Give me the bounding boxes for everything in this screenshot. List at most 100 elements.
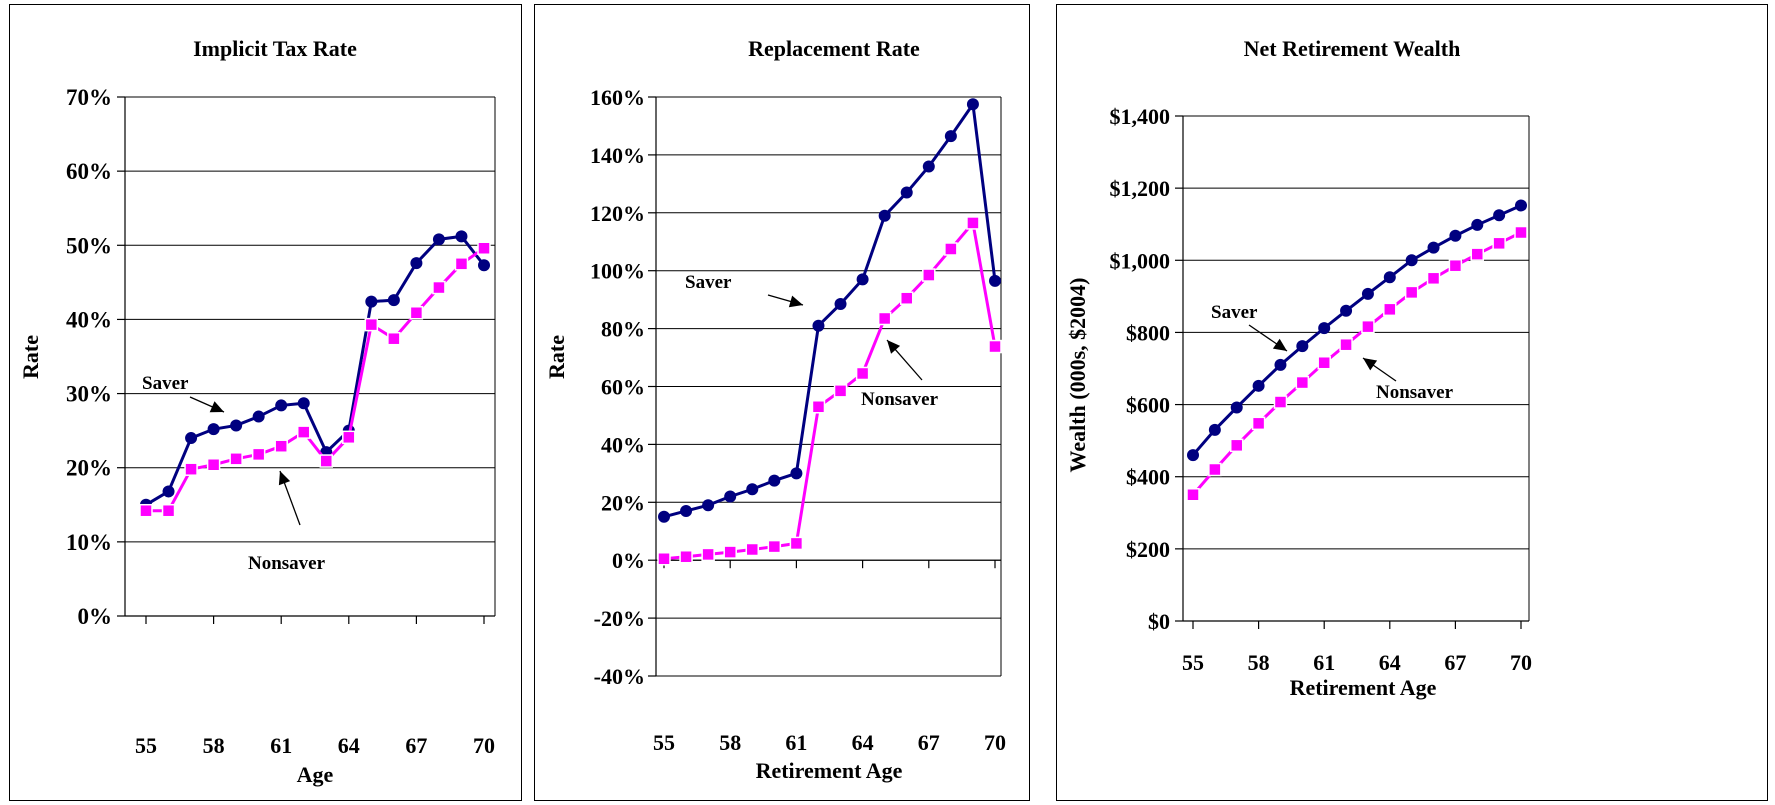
series-line-saver xyxy=(663,100,997,519)
x-tick-label: 70 xyxy=(473,733,495,758)
annotation-label-nonsaver: Nonsaver xyxy=(248,553,326,574)
data-point-saver xyxy=(856,273,869,286)
data-point-saver xyxy=(1340,304,1353,317)
data-point-saver xyxy=(724,490,737,503)
data-point-saver xyxy=(252,410,265,423)
x-axis-title: Retirement Age xyxy=(1290,675,1437,700)
data-point-saver xyxy=(680,504,693,517)
data-point-inner-nonsaver xyxy=(1190,491,1196,498)
y-tick-label: 140% xyxy=(590,143,645,168)
chart-title: Net Retirement Wealth xyxy=(1244,36,1461,61)
data-point-saver xyxy=(966,98,979,111)
data-point-saver xyxy=(297,397,310,410)
data-point-saver xyxy=(834,297,847,310)
y-tick-label: $200 xyxy=(1126,537,1170,562)
data-point-inner-nonsaver xyxy=(345,434,352,441)
annotation-label-nonsaver: Nonsaver xyxy=(1376,382,1454,403)
data-point-inner-nonsaver xyxy=(727,549,734,556)
data-point-inner-nonsaver xyxy=(683,553,690,560)
x-tick-label: 55 xyxy=(653,730,675,755)
x-tick-label: 55 xyxy=(135,733,157,758)
data-point-inner-nonsaver xyxy=(1233,442,1240,449)
x-tick-label: 58 xyxy=(719,730,741,755)
data-point-saver xyxy=(1318,322,1331,335)
data-point-inner-nonsaver xyxy=(1518,229,1524,236)
data-point-inner-nonsaver xyxy=(1474,251,1481,258)
data-point-saver xyxy=(989,274,1001,287)
y-tick-label: 40% xyxy=(66,307,112,332)
data-point-saver xyxy=(1493,209,1506,222)
x-tick-label: 67 xyxy=(1444,650,1466,675)
chart-net-retirement-wealth: Net Retirement Wealth $0 $200 $400 $600 $800 $… xyxy=(1065,36,1532,700)
y-tick-label: $0 xyxy=(1148,609,1170,634)
chart-panel-net-retirement-wealth: Net Retirement Wealth $0 $200 $400 $600 $800 $… xyxy=(1056,4,1768,801)
data-point-inner-nonsaver xyxy=(1386,306,1393,313)
data-point-saver xyxy=(1471,218,1484,231)
data-point-inner-nonsaver xyxy=(661,555,667,562)
data-point-saver xyxy=(1361,287,1374,300)
series-line-nonsaver xyxy=(663,219,997,561)
data-point-inner-nonsaver xyxy=(1321,359,1328,366)
data-point-saver xyxy=(1427,241,1440,254)
y-tick-label: 50% xyxy=(66,233,112,258)
y-tick-label: 40% xyxy=(601,432,645,457)
data-point-saver xyxy=(432,233,445,246)
y-tick-label: 20% xyxy=(601,490,645,515)
y-tick-label: 100% xyxy=(590,259,645,284)
data-point-inner-nonsaver xyxy=(278,443,285,450)
data-point-inner-nonsaver xyxy=(255,451,262,458)
y-tick-label: $1,000 xyxy=(1110,248,1171,273)
chart-title: Implicit Tax Rate xyxy=(193,36,357,61)
data-point-inner-nonsaver xyxy=(815,403,822,410)
data-point-saver xyxy=(275,399,288,412)
data-point-inner-nonsaver xyxy=(1343,341,1350,348)
data-point-saver xyxy=(922,160,935,173)
y-tick-label: $800 xyxy=(1126,320,1170,345)
data-point-inner-nonsaver xyxy=(413,309,420,316)
y-axis-title: Wealth (000s, $2004) xyxy=(1065,278,1090,473)
data-point-saver xyxy=(185,432,198,445)
annotation-arrowhead xyxy=(278,471,291,486)
x-tick-label: 67 xyxy=(918,730,940,755)
data-point-inner-nonsaver xyxy=(1452,262,1459,269)
data-point-saver xyxy=(1515,199,1527,212)
series-line-nonsaver xyxy=(1191,231,1522,496)
data-point-saver xyxy=(455,230,468,243)
data-point-inner-nonsaver xyxy=(1299,379,1306,386)
data-point-inner-nonsaver xyxy=(992,343,998,350)
y-tick-label: 160% xyxy=(590,85,645,110)
data-point-inner-nonsaver xyxy=(1408,289,1415,296)
chart-implicit-tax-rate: Implicit Tax Rate 0% 10% 20% 30% 40% 50% 60% 70%… xyxy=(18,36,496,787)
y-tick-label: 120% xyxy=(590,201,645,226)
y-tick-label: $400 xyxy=(1126,465,1170,490)
series-line-saver xyxy=(1191,204,1522,457)
x-tick-label: 61 xyxy=(785,730,807,755)
data-point-inner-nonsaver xyxy=(859,370,866,377)
data-point-saver xyxy=(1208,423,1221,436)
annotation-label-saver: Saver xyxy=(685,272,732,293)
annotation-arrowhead xyxy=(887,340,901,354)
x-axis-title: Retirement Age xyxy=(756,758,903,783)
data-point-saver xyxy=(768,474,781,487)
data-point-saver xyxy=(365,295,378,308)
data-point-inner-nonsaver xyxy=(903,295,910,302)
x-axis-title: Age xyxy=(297,762,334,787)
x-tick-label: 70 xyxy=(984,730,1006,755)
y-tick-label: 10% xyxy=(66,530,112,555)
y-tick-label: $600 xyxy=(1126,393,1170,418)
data-point-saver xyxy=(812,319,825,332)
x-tick-label: 61 xyxy=(1313,650,1335,675)
y-tick-label: 0% xyxy=(78,604,113,629)
y-tick-label: 20% xyxy=(66,456,112,481)
y-tick-label: 30% xyxy=(66,382,112,407)
x-tick-label: 64 xyxy=(852,730,874,755)
annotation-arrowhead xyxy=(209,401,224,413)
data-point-saver xyxy=(746,483,759,496)
data-point-saver xyxy=(478,259,490,272)
data-point-inner-nonsaver xyxy=(705,551,712,558)
data-point-inner-nonsaver xyxy=(1430,275,1437,282)
data-point-inner-nonsaver xyxy=(390,335,397,342)
annotation-label-nonsaver: Nonsaver xyxy=(861,389,939,410)
y-tick-label: 0% xyxy=(612,548,645,573)
x-tick-label: 61 xyxy=(270,733,292,758)
